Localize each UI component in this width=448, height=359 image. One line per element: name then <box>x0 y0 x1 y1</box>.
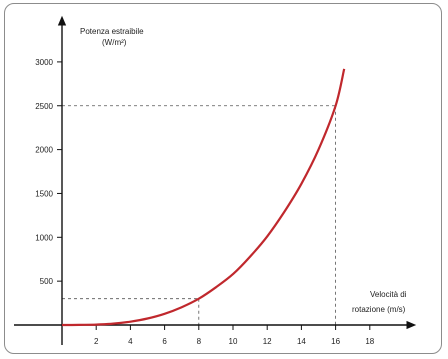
y-axis-unit: (W/m²) <box>102 38 127 47</box>
y-tick-label: 3000 <box>35 58 53 67</box>
x-tick-label: 2 <box>94 337 99 346</box>
guide-lines <box>62 105 337 325</box>
x-tick-label: 10 <box>229 337 238 346</box>
y-axis-title: Potenza estraibile <box>80 27 144 36</box>
x-axis-title: Velocità di <box>370 290 407 299</box>
x-tick-label: 12 <box>263 337 272 346</box>
power-curve <box>61 68 346 327</box>
y-tick-label: 500 <box>40 277 54 286</box>
x-tick-label: 6 <box>162 337 167 346</box>
x-tick-label: 16 <box>331 337 340 346</box>
x-tick-label: 8 <box>197 337 202 346</box>
x-ticks: 2 4 6 8 10 12 14 16 18 <box>94 325 375 346</box>
chart-frame <box>4 3 442 354</box>
x-axis-title-line2: rotazione (m/s) <box>352 305 406 314</box>
y-ticks: 500 1000 1500 2000 2500 3000 <box>35 58 62 286</box>
y-tick-label: 1500 <box>35 189 53 198</box>
y-tick-label: 2500 <box>35 102 53 111</box>
x-tick-label: 18 <box>365 337 374 346</box>
y-tick-label: 1000 <box>35 233 53 242</box>
x-tick-label: 14 <box>297 337 306 346</box>
x-tick-label: 4 <box>128 337 133 346</box>
y-tick-label: 2000 <box>35 146 53 155</box>
